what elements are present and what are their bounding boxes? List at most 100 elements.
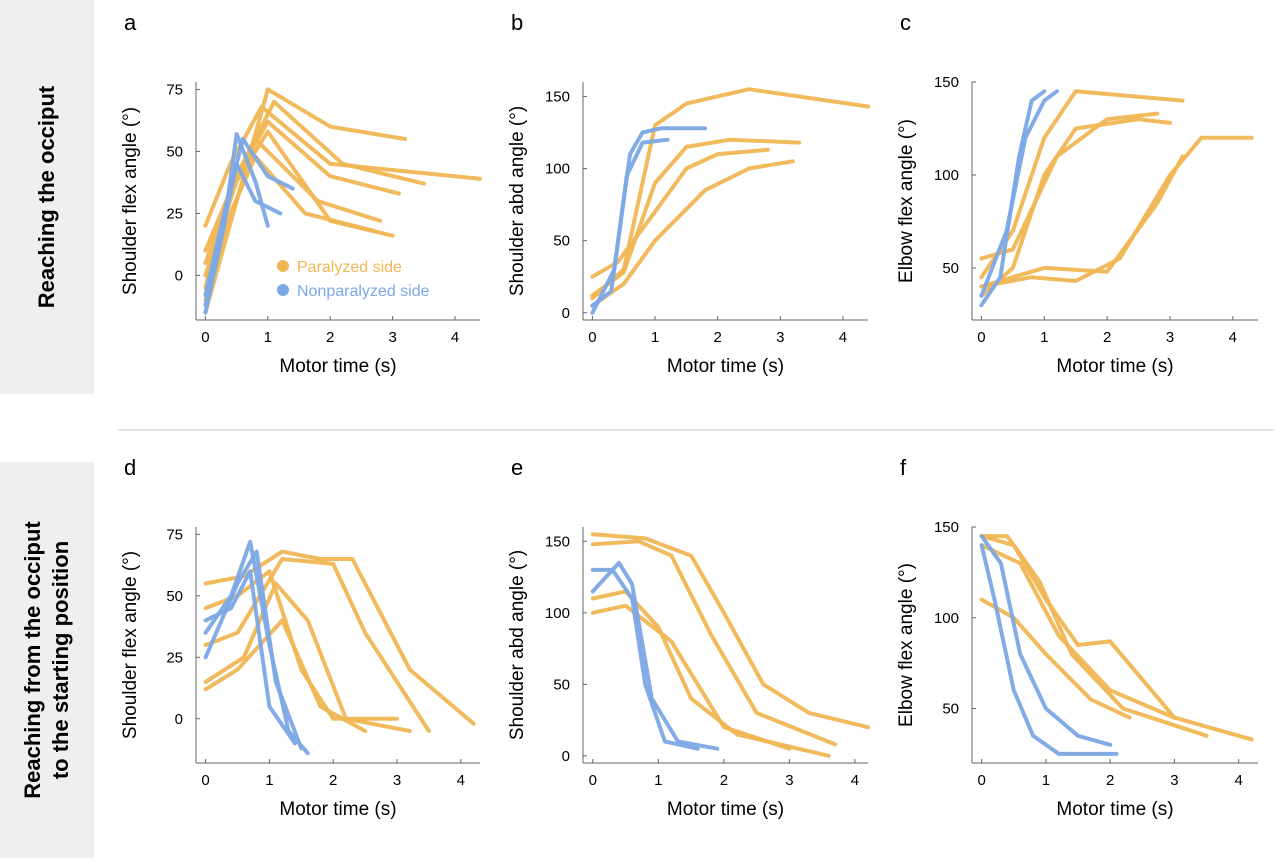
- y-tick-label: 75: [166, 81, 183, 98]
- series-line-paralyzed: [590, 589, 831, 758]
- x-tick-label: 3: [776, 329, 784, 346]
- x-tick-label: 0: [589, 772, 597, 789]
- row-label-return-start: Reaching from the occiput to the startin…: [0, 462, 94, 858]
- series-line-nonparalyzed: [203, 137, 295, 298]
- x-tick-label: 4: [1229, 329, 1237, 346]
- x-tick-label: 1: [264, 329, 272, 346]
- series-line-paralyzed: [979, 543, 1177, 720]
- y-axis-label: Shoulder flex angle (°): [120, 107, 141, 295]
- panel-letter: f: [900, 455, 907, 480]
- y-tick-label: 100: [934, 610, 959, 627]
- y-tick-label: 50: [166, 143, 183, 160]
- x-tick-label: 2: [1106, 772, 1114, 789]
- y-tick-label: 0: [562, 748, 570, 765]
- series-line-nonparalyzed: [203, 569, 297, 746]
- x-axis-label: Motor time (s): [279, 356, 396, 377]
- panel-letter: c: [900, 10, 911, 35]
- series-line-nonparalyzed: [590, 560, 720, 751]
- x-tick-label: 1: [654, 772, 662, 789]
- y-axis-label: Elbow flex angle (°): [896, 119, 917, 283]
- x-tick-label: 1: [651, 329, 659, 346]
- y-tick-label: 50: [942, 260, 959, 277]
- y-tick-label: 50: [553, 233, 570, 250]
- row-separator: [118, 429, 1274, 431]
- y-tick-label: 50: [166, 588, 183, 605]
- y-tick-label: 0: [562, 305, 570, 322]
- y-tick-label: 100: [545, 605, 570, 622]
- panel-letter: e: [511, 455, 523, 480]
- series-line-nonparalyzed: [203, 539, 310, 756]
- y-tick-label: 25: [166, 649, 183, 666]
- x-tick-label: 2: [326, 329, 334, 346]
- y-tick-label: 150: [545, 88, 570, 105]
- series-line-paralyzed: [590, 159, 795, 308]
- series-line-paralyzed: [203, 581, 412, 733]
- y-tick-label: 150: [545, 533, 570, 550]
- x-tick-label: 1: [265, 772, 273, 789]
- series-line-nonparalyzed: [590, 567, 700, 751]
- x-tick-label: 1: [1040, 329, 1048, 346]
- panel-a: a 0 1 2 3 4 0 25 50 75 Motor time (s) Shoulder flex…: [120, 10, 482, 377]
- x-axis-label: Motor time (s): [279, 799, 396, 820]
- y-tick-label: 75: [166, 526, 183, 543]
- legend-label: Nonparalyzed side: [297, 283, 430, 300]
- x-tick-label: 3: [785, 772, 793, 789]
- series-line-nonparalyzed: [203, 161, 283, 308]
- x-tick-label: 1: [1042, 772, 1050, 789]
- x-tick-label: 2: [1103, 329, 1111, 346]
- legend-marker: [277, 284, 289, 296]
- series-line-paralyzed: [590, 539, 838, 747]
- panel-f: f 0 1 2 3 4 50 100 150 Motor time (s) Elbow flex a…: [896, 455, 1258, 820]
- y-tick-label: 150: [934, 74, 959, 91]
- series-line-nonparalyzed: [979, 534, 1113, 747]
- series-line-nonparalyzed: [979, 89, 1059, 298]
- x-tick-label: 0: [977, 772, 985, 789]
- series-line-nonparalyzed: [979, 89, 1047, 308]
- y-tick-label: 25: [166, 205, 183, 222]
- x-axis-label: Motor time (s): [667, 356, 784, 377]
- series-line-paralyzed: [979, 534, 1209, 738]
- y-tick-label: 0: [175, 711, 183, 728]
- series-line-paralyzed: [590, 603, 792, 751]
- x-tick-label: 0: [977, 329, 985, 346]
- legend-label: Paralyzed side: [297, 259, 402, 276]
- legend: Paralyzed side Nonparalyzed side: [277, 259, 430, 300]
- series-line-paralyzed: [203, 618, 368, 733]
- x-tick-label: 3: [1166, 329, 1174, 346]
- series-line-paralyzed: [979, 135, 1254, 289]
- y-tick-label: 100: [934, 167, 959, 184]
- y-tick-label: 50: [553, 676, 570, 693]
- x-tick-label: 2: [720, 772, 728, 789]
- panel-letter: b: [511, 10, 523, 35]
- panel-c: c 0 1 2 3 4 50 100 150 Motor time (s) Elbow flex a…: [896, 10, 1258, 377]
- x-tick-label: 3: [388, 329, 396, 346]
- y-axis-label: Shoulder flex angle (°): [120, 551, 141, 739]
- x-tick-label: 3: [1170, 772, 1178, 789]
- y-axis-label: Elbow flex angle (°): [896, 563, 917, 727]
- series-line-paralyzed: [590, 532, 870, 730]
- y-tick-label: 150: [934, 519, 959, 536]
- series-line-paralyzed: [590, 137, 802, 298]
- y-axis-label: Shoulder abd angle (°): [507, 106, 528, 296]
- y-tick-label: 100: [545, 161, 570, 178]
- row-label-reaching-occiput: Reaching the occiput: [0, 0, 94, 394]
- x-axis-label: Motor time (s): [1056, 356, 1173, 377]
- y-axis-label: Shoulder abd angle (°): [507, 550, 528, 740]
- series-line-paralyzed: [203, 87, 408, 315]
- panel-d: d 0 1 2 3 4 0 25 50 75 Motor time (s) Shoulder flex…: [120, 455, 480, 820]
- x-tick-label: 2: [713, 329, 721, 346]
- series-line-nonparalyzed: [979, 543, 1119, 756]
- y-tick-label: 0: [175, 267, 183, 284]
- series-line-paralyzed: [203, 557, 431, 733]
- x-tick-label: 4: [839, 329, 847, 346]
- y-tick-label: 50: [942, 701, 959, 718]
- legend-marker: [277, 260, 289, 272]
- series-line-paralyzed: [979, 154, 1185, 289]
- series-line-nonparalyzed: [590, 126, 708, 308]
- panel-b: b 0 1 2 3 4 0 50 100 150 Motor time (s) Shoulder ab…: [507, 10, 870, 377]
- series-line-nonparalyzed: [590, 137, 670, 315]
- x-tick-label: 0: [588, 329, 596, 346]
- x-tick-label: 3: [393, 772, 401, 789]
- panel-letter: a: [124, 10, 137, 35]
